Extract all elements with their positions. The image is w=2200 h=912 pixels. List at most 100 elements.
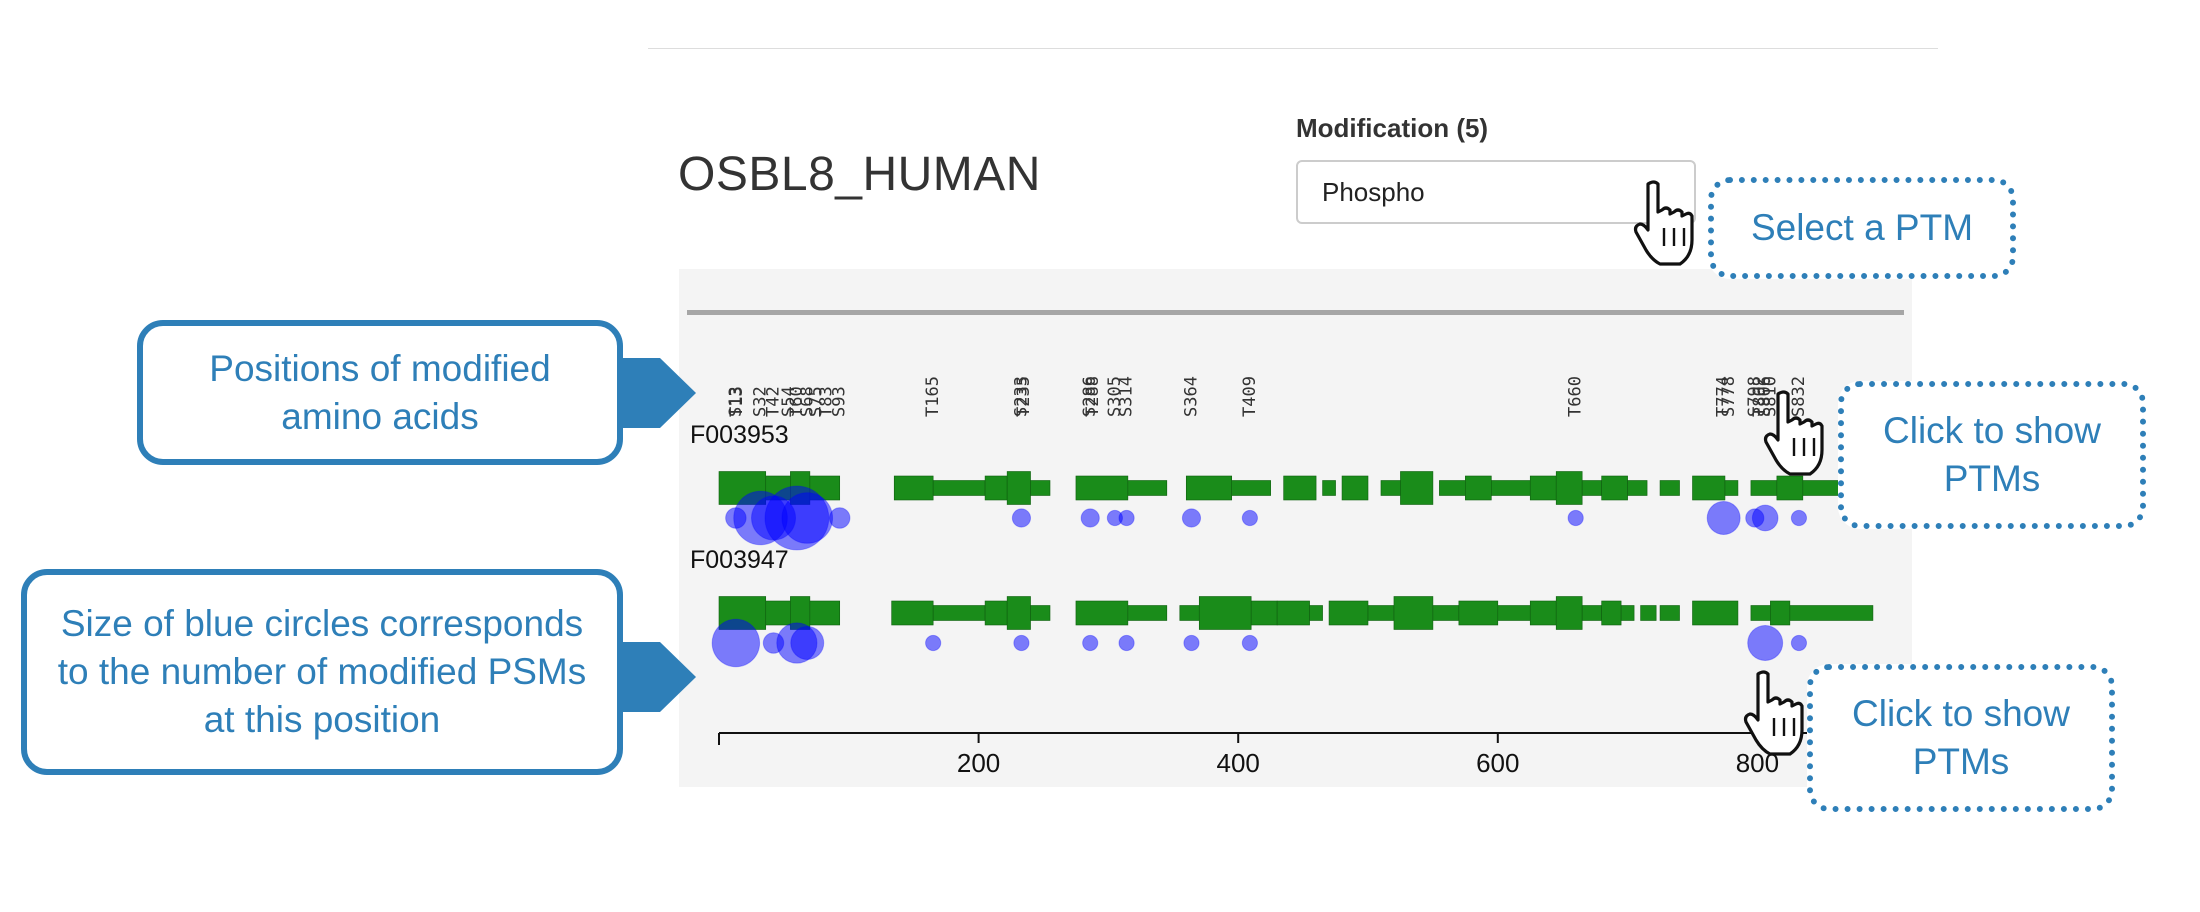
site-label[interactable]: T409 <box>1240 376 1260 417</box>
protein-title: OSBL8_HUMAN <box>678 148 1041 201</box>
coverage-block <box>1341 475 1369 501</box>
coverage-block <box>1555 596 1583 630</box>
coverage-block <box>1006 471 1031 505</box>
coverage-block <box>1497 605 1531 621</box>
coverage-block <box>1030 605 1051 621</box>
site-label[interactable]: S832 <box>1789 376 1809 417</box>
ptm-circle[interactable] <box>1706 501 1741 535</box>
ptm-circle[interactable] <box>1751 504 1779 532</box>
site-label[interactable]: S364 <box>1181 376 1201 417</box>
callout-positions-text: Positions of modified amino acids <box>209 347 551 437</box>
callout-click-bottom-text: Click to show PTMs <box>1852 693 2070 782</box>
ptm-circle[interactable] <box>1118 509 1135 527</box>
callout-positions: Positions of modified amino acids <box>137 320 623 465</box>
coverage-block <box>891 600 934 626</box>
site-label[interactable]: T235 <box>1014 376 1034 417</box>
site-label[interactable]: S778 <box>1719 376 1739 417</box>
ptm-circle[interactable] <box>1567 509 1584 527</box>
site-label[interactable]: S286 <box>1080 376 1100 417</box>
site-label[interactable]: S13 <box>726 386 746 417</box>
coverage-block <box>1555 471 1583 505</box>
site-label[interactable]: T288 <box>1083 376 1103 417</box>
coverage-block <box>1283 475 1317 501</box>
site-label[interactable]: T802 <box>1750 376 1770 417</box>
coverage-block <box>1198 596 1252 630</box>
coverage-block <box>1075 475 1129 501</box>
ptm-circle[interactable] <box>1790 634 1808 652</box>
coverage-block <box>1127 605 1168 621</box>
sample-name: F003953 <box>690 421 789 449</box>
site-label[interactable]: T660 <box>1566 376 1586 417</box>
site-label[interactable]: T42 <box>764 386 784 417</box>
ptm-circle[interactable] <box>1183 634 1200 652</box>
site-label[interactable]: S75 <box>806 386 826 417</box>
ptm-circle[interactable] <box>1118 634 1135 652</box>
x-tick-label: 600 <box>1476 748 1519 778</box>
ptm-circle[interactable] <box>1790 509 1808 527</box>
coverage-block <box>1627 480 1648 496</box>
coverage-block <box>1770 600 1791 626</box>
site-label[interactable]: S806 <box>1755 376 1775 417</box>
coverage-block <box>1659 605 1680 621</box>
site-label[interactable]: S798 <box>1745 376 1765 417</box>
coverage-block <box>1465 475 1492 501</box>
modification-label: Modification (5) <box>1296 113 1489 143</box>
coverage-block <box>1030 480 1051 496</box>
coverage-block <box>1328 600 1369 626</box>
coverage-block <box>1692 600 1739 626</box>
coverage-block <box>1439 480 1466 496</box>
coverage-block <box>1432 605 1460 621</box>
hand-cursor-icon <box>1763 390 1824 476</box>
coverage-block <box>1529 600 1557 626</box>
site-label[interactable]: T60 <box>787 386 807 417</box>
coverage-block <box>1601 600 1622 626</box>
callout-select-ptm: Select a PTM <box>1708 177 2016 279</box>
ptm-circle[interactable] <box>1181 508 1202 528</box>
x-tick-label: 200 <box>957 748 1000 778</box>
ptm-circle[interactable] <box>1082 634 1099 652</box>
coverage-block <box>1185 475 1233 501</box>
x-tick-label: 400 <box>1217 748 1260 778</box>
site-label[interactable]: S233 <box>1011 376 1031 417</box>
ptm-circle[interactable] <box>1241 634 1258 652</box>
ptm-circle[interactable] <box>781 492 834 544</box>
site-label[interactable]: S68 <box>797 386 817 417</box>
coverage-block <box>1179 605 1200 621</box>
coverage-block <box>1322 480 1336 496</box>
ptm-circle[interactable] <box>711 618 761 668</box>
coverage-block <box>1581 480 1602 496</box>
ptm-circle[interactable] <box>925 634 942 652</box>
ptm-circle[interactable] <box>1011 508 1032 528</box>
ptm-circle[interactable] <box>1013 634 1030 652</box>
coverage-block <box>984 600 1008 626</box>
site-label[interactable]: T83 <box>817 386 837 417</box>
ptm-circle[interactable] <box>790 626 825 660</box>
site-label[interactable]: T165 <box>923 376 943 417</box>
ptm-circle[interactable] <box>1080 508 1100 528</box>
site-label[interactable]: T774 <box>1714 376 1734 417</box>
coverage-block <box>1750 480 1778 496</box>
site-label[interactable]: S305 <box>1105 376 1125 417</box>
site-label[interactable]: S810 <box>1760 376 1780 417</box>
site-label[interactable]: S93 <box>830 386 850 417</box>
coverage-block <box>1640 605 1657 621</box>
coverage-block <box>1750 605 1771 621</box>
coverage-block <box>809 600 841 626</box>
coverage-block <box>1127 480 1168 496</box>
site-label[interactable]: S54 <box>779 386 799 417</box>
site-label[interactable]: S32 <box>751 386 771 417</box>
ptm-circle[interactable] <box>1241 509 1258 527</box>
site-label[interactable]: T13 <box>727 386 747 417</box>
coverage-block <box>1367 605 1395 621</box>
ptm-circle[interactable] <box>828 507 851 529</box>
callout-select-ptm-text: Select a PTM <box>1750 207 1974 248</box>
modification-select[interactable]: Phospho <box>1296 160 1696 224</box>
ptm-circle[interactable] <box>1747 625 1784 661</box>
coverage-block <box>1276 600 1310 626</box>
coverage-block <box>1250 600 1278 626</box>
coverage-block <box>1601 475 1628 501</box>
site-label[interactable]: S314 <box>1117 376 1137 417</box>
protein-bar <box>687 310 1904 315</box>
callout-click-top: Click to show PTMs <box>1838 381 2146 529</box>
